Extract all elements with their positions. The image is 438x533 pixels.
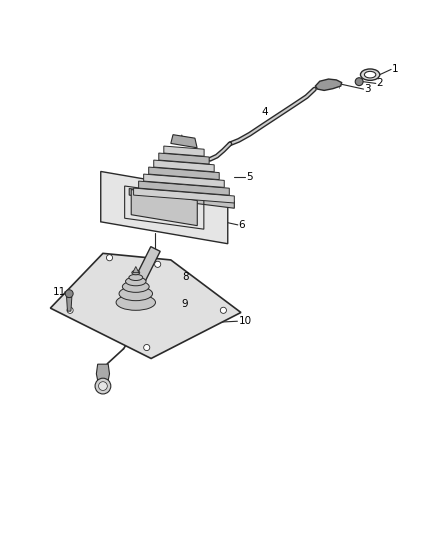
Text: 6: 6	[239, 220, 245, 230]
Polygon shape	[159, 153, 209, 164]
Polygon shape	[133, 266, 139, 273]
Polygon shape	[164, 146, 204, 156]
Polygon shape	[67, 297, 72, 311]
Polygon shape	[131, 247, 160, 290]
Polygon shape	[144, 174, 224, 188]
Ellipse shape	[364, 71, 376, 78]
Circle shape	[106, 255, 113, 261]
Text: 11: 11	[53, 287, 66, 297]
Text: 4: 4	[262, 107, 268, 117]
Text: 9: 9	[182, 298, 188, 309]
Polygon shape	[129, 189, 234, 208]
Circle shape	[65, 290, 73, 297]
Ellipse shape	[132, 270, 140, 275]
Circle shape	[99, 382, 107, 391]
Ellipse shape	[122, 281, 149, 292]
Circle shape	[155, 261, 161, 268]
Text: 3: 3	[364, 84, 371, 94]
Circle shape	[95, 378, 111, 394]
Polygon shape	[138, 181, 230, 195]
Ellipse shape	[360, 69, 380, 80]
Polygon shape	[171, 135, 197, 148]
Polygon shape	[96, 364, 110, 381]
Polygon shape	[148, 167, 219, 180]
Circle shape	[220, 307, 226, 313]
Circle shape	[144, 344, 150, 351]
Ellipse shape	[119, 287, 152, 301]
Polygon shape	[131, 190, 197, 225]
Text: 8: 8	[182, 272, 188, 282]
Text: 10: 10	[239, 316, 252, 326]
Ellipse shape	[116, 295, 155, 310]
Circle shape	[67, 307, 73, 313]
Text: 2: 2	[377, 78, 383, 88]
Polygon shape	[315, 79, 342, 91]
Polygon shape	[50, 253, 241, 359]
Ellipse shape	[129, 274, 143, 280]
Text: 5: 5	[246, 172, 253, 182]
Circle shape	[355, 78, 363, 86]
Ellipse shape	[126, 277, 146, 286]
Polygon shape	[154, 160, 214, 172]
Polygon shape	[101, 172, 228, 244]
Text: 1: 1	[392, 64, 399, 75]
Polygon shape	[134, 188, 234, 203]
